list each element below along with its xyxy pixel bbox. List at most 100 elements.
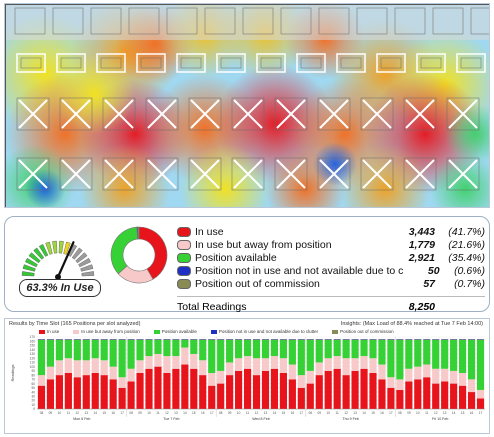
bar-segment [378,339,386,365]
y-tick-label: 170 [30,335,36,339]
bar-segment [342,339,350,359]
legend-label: Position out of commission [195,277,320,290]
bar-segment [333,356,341,369]
gauge-needle [56,241,75,279]
time-legend-item: Position not in use and not available du… [210,329,318,334]
bar-segment [181,339,189,348]
legend-swatch [177,239,191,250]
bar-segment [73,339,81,361]
legend-value: 1,779 [408,238,435,251]
bar-segment [378,364,386,380]
time-legend-item: Position out of commission [332,329,394,334]
bar-segment [369,373,377,409]
donut-svg [110,226,168,284]
y-tick-label: 70 [31,378,35,382]
bar-segment [190,339,198,354]
bar-segment [243,368,252,409]
legend-value: 50 [427,264,440,277]
bar-segment [64,373,72,409]
bar-segment [387,387,395,409]
bar-segment [414,366,422,380]
x-tick-label: 16 [201,411,205,415]
bar-segment [324,370,332,409]
bar-segment [315,375,323,409]
day-label: Fri 10 Feb [432,417,448,421]
y-tick-label: 140 [30,348,36,352]
bar-segment [315,362,323,376]
bar-segment [288,379,296,409]
bar-segment [100,375,108,409]
bar-segment [351,370,359,409]
time-legend-item: In use but away from position [73,329,140,334]
y-tick-label: 130 [30,352,36,356]
bar-segment [432,368,440,384]
time-chart-legend: In use In use but away from position Posit… [39,329,394,334]
legend-percent: (0.6%) [454,264,485,277]
bar-segment [145,368,153,409]
bar-segment [82,375,90,409]
x-tick-label: 10 [416,411,420,415]
bar-segment [270,368,279,409]
x-tick-label: 15 [192,411,196,415]
x-tick-label: 17 [210,411,214,415]
time-chart-insight: Insights: (Max Load of 88.4% reached at … [340,321,483,327]
x-tick-label: 11 [425,411,429,415]
bar-segment [261,370,270,409]
x-tick-label: 13 [353,411,357,415]
bar-segment [306,383,314,409]
bar-segment [405,339,413,369]
bar-segment [91,358,99,373]
bar-segment [235,370,243,409]
legend-value: 57 [423,277,435,290]
bar-segment [172,368,180,409]
bar-segment [181,364,189,409]
bar-segment [73,377,81,409]
time-legend-label: In use but away from position [81,329,140,334]
x-tick-label: 12 [434,411,438,415]
x-tick-label: 17 [300,411,304,415]
bar-segment [306,370,314,384]
bar-segment [55,339,63,361]
x-tick-label: 10 [147,411,151,415]
legend-swatch [177,278,191,289]
bar-segment [127,339,135,369]
x-tick-label: 09 [138,411,142,415]
bar-segment [467,379,476,393]
bar-segment [127,381,135,409]
bar-segment [450,370,458,384]
legend-label: In use [195,225,224,238]
bar-segment [270,356,279,369]
bar-segment [459,373,467,386]
x-tick-label: 08 [219,411,223,415]
y-tick-label: 160 [30,339,36,343]
bar-segment [467,339,476,380]
x-tick-label: 17 [120,411,124,415]
y-tick-label: 150 [30,344,36,348]
bar-segment [387,377,395,388]
x-tick-label: 15 [282,411,286,415]
legend-row: In use 3,443 (41.7%) [177,225,485,238]
bar-segment [423,364,431,378]
time-legend-swatch [39,329,45,334]
bar-segment [405,368,413,382]
bar-segment [324,339,332,359]
bar-segment [199,339,207,361]
x-tick-label: 16 [111,411,115,415]
bar-segment [450,383,458,409]
x-tick-label: 16 [380,411,384,415]
y-tick-label: 40 [31,390,35,394]
legend-percent: (41.7%) [448,225,485,238]
x-tick-label: 09 [228,411,232,415]
bar-segment [360,356,368,369]
bar-segment [441,339,449,369]
bar-segment [432,339,440,369]
legend-value: 3,443 [408,225,435,238]
time-legend-label: Position out of commission [340,329,394,334]
time-chart-plot: 0102030405060708090100110120130140150160… [10,335,485,421]
x-tick-label: 16 [291,411,295,415]
bar-segment [136,360,144,373]
bar-segment [163,373,171,409]
bar-segment [217,339,225,371]
y-tick-label: 80 [31,373,35,377]
donut-slice [137,226,140,240]
